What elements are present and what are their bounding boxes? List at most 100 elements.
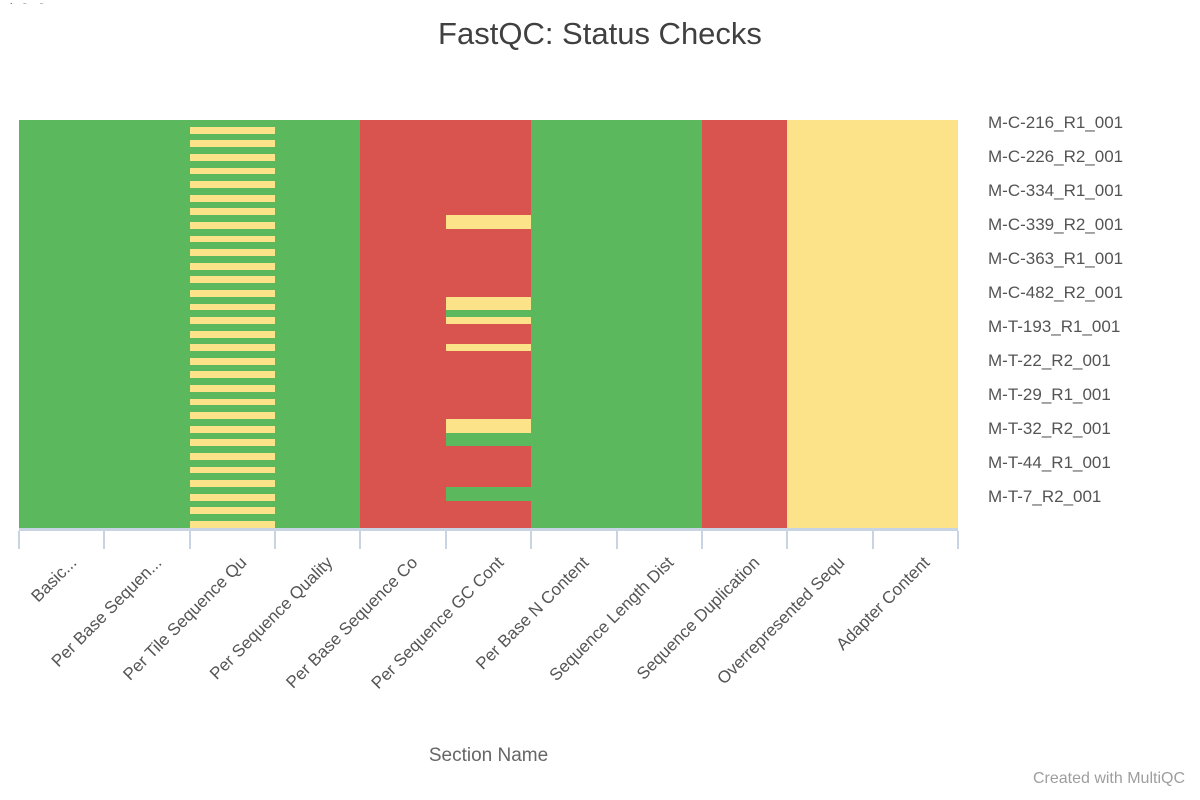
heatmap-cell[interactable] [616,242,702,250]
heatmap-cell[interactable] [872,493,958,501]
heatmap-cell[interactable] [19,425,105,433]
heatmap-cell[interactable] [275,153,361,161]
heatmap-cell[interactable] [616,412,702,420]
heatmap-cell[interactable] [531,167,617,175]
heatmap-cell[interactable] [701,337,788,345]
heatmap-cell[interactable] [360,480,446,488]
heatmap-cell[interactable] [616,283,702,290]
heatmap-cell[interactable] [616,215,702,222]
heatmap-cell[interactable] [445,269,532,277]
heatmap-cell[interactable] [360,344,446,352]
heatmap-cell[interactable] [616,255,702,263]
heatmap-cell[interactable] [701,473,788,481]
heatmap-cell[interactable] [19,378,105,386]
heatmap-cell[interactable] [360,228,446,236]
heatmap-cell[interactable] [189,453,276,460]
heatmap-cell[interactable] [189,412,276,420]
heatmap-cell[interactable] [19,480,105,488]
heatmap-cell[interactable] [445,378,532,386]
heatmap-cell[interactable] [275,419,361,426]
heatmap-cell[interactable] [275,255,361,263]
heatmap-cell[interactable] [872,500,958,508]
heatmap-cell[interactable] [360,446,446,454]
heatmap-cell[interactable] [701,167,788,175]
heatmap-cell[interactable] [189,385,276,392]
heatmap-cell[interactable] [872,473,958,481]
heatmap-cell[interactable] [531,160,617,168]
heatmap-cell[interactable] [360,289,446,297]
heatmap-cell[interactable] [275,446,361,454]
heatmap-cell[interactable] [445,493,532,501]
heatmap-cell[interactable] [104,323,190,331]
heatmap-cell[interactable] [445,153,532,161]
heatmap-cell[interactable] [104,249,190,256]
heatmap-cell[interactable] [787,255,873,263]
heatmap-cell[interactable] [872,147,958,154]
heatmap-cell[interactable] [616,419,702,426]
heatmap-cell[interactable] [787,371,873,379]
heatmap-cell[interactable] [189,181,276,188]
heatmap-cell[interactable] [275,439,361,447]
heatmap-cell[interactable] [189,228,276,236]
heatmap-cell[interactable] [787,507,873,515]
heatmap-cell[interactable] [189,357,276,365]
heatmap-cell[interactable] [189,473,276,481]
heatmap-cell[interactable] [19,412,105,420]
heatmap-cell[interactable] [445,473,532,481]
heatmap-cell[interactable] [531,439,617,447]
heatmap-cell[interactable] [445,405,532,413]
heatmap-cell[interactable] [104,466,190,474]
heatmap-cell[interactable] [872,405,958,413]
heatmap-cell[interactable] [616,391,702,399]
heatmap-cell[interactable] [531,262,617,270]
heatmap-cell[interactable] [360,466,446,474]
heatmap-cell[interactable] [275,466,361,474]
heatmap-cell[interactable] [104,487,190,494]
heatmap-cell[interactable] [360,221,446,229]
heatmap-cell[interactable] [19,153,105,161]
heatmap-cell[interactable] [616,425,702,433]
heatmap-cell[interactable] [872,432,958,440]
heatmap-cell[interactable] [104,405,190,413]
heatmap-cell[interactable] [360,242,446,250]
heatmap-cell[interactable] [787,425,873,433]
heatmap-cell[interactable] [360,215,446,222]
heatmap-cell[interactable] [360,412,446,420]
heatmap-cell[interactable] [189,425,276,433]
heatmap-cell[interactable] [701,500,788,508]
heatmap-cell[interactable] [872,140,958,148]
heatmap-cell[interactable] [531,323,617,331]
heatmap-cell[interactable] [19,208,105,216]
heatmap-cell[interactable] [19,432,105,440]
heatmap-cell[interactable] [275,514,361,522]
heatmap-cell[interactable] [616,133,702,141]
heatmap-cell[interactable] [445,391,532,399]
heatmap-cell[interactable] [189,126,276,134]
heatmap-cell[interactable] [531,364,617,372]
heatmap-cell[interactable] [787,269,873,277]
heatmap-cell[interactable] [531,208,617,216]
heatmap-cell[interactable] [104,147,190,154]
heatmap-cell[interactable] [104,181,190,188]
heatmap-cell[interactable] [19,521,105,528]
heatmap-cell[interactable] [445,201,532,209]
heatmap-cell[interactable] [445,228,532,236]
heatmap-cell[interactable] [189,466,276,474]
heatmap-cell[interactable] [104,459,190,467]
heatmap-cell[interactable] [104,126,190,134]
heatmap-cell[interactable] [872,276,958,284]
heatmap-cell[interactable] [872,262,958,270]
heatmap-cell[interactable] [19,473,105,481]
heatmap-cell[interactable] [275,303,361,311]
heatmap-cell[interactable] [275,364,361,372]
heatmap-cell[interactable] [872,357,958,365]
heatmap-cell[interactable] [19,317,105,324]
heatmap-cell[interactable] [701,228,788,236]
heatmap-cell[interactable] [445,235,532,243]
heatmap-cell[interactable] [189,514,276,522]
heatmap-cell[interactable] [531,521,617,528]
heatmap-cell[interactable] [616,147,702,154]
heatmap-cell[interactable] [189,344,276,352]
heatmap-cell[interactable] [701,133,788,141]
heatmap-cell[interactable] [19,181,105,188]
